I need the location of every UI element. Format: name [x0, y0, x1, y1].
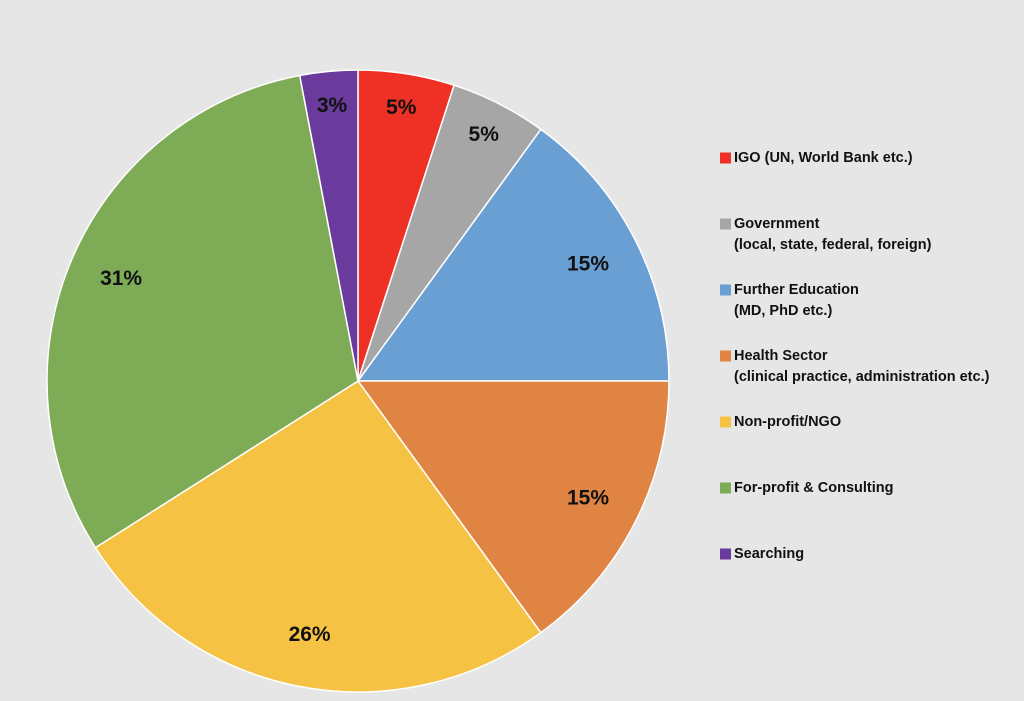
legend-item: Further Education (MD, PhD etc.)	[720, 282, 859, 319]
legend-swatch	[720, 152, 731, 164]
pie-data-label: 31%	[100, 267, 142, 290]
legend-swatch	[720, 416, 731, 428]
legend-item: Non-profit/NGO	[720, 414, 841, 430]
legend-swatch	[720, 284, 731, 296]
legend-label: Further Education	[734, 282, 859, 298]
legend-swatch	[720, 350, 731, 362]
legend-item: For-profit & Consulting	[720, 480, 893, 496]
pie-slice	[356, 380, 670, 634]
pie-slice	[46, 74, 359, 549]
pie-slice	[298, 69, 359, 382]
pie-slice	[94, 379, 542, 693]
legend-label: Searching	[734, 546, 804, 562]
legend-item: Searching	[720, 546, 804, 562]
legend-label: IGO (UN, World Bank etc.)	[734, 150, 913, 166]
pie-data-label: 15%	[567, 252, 609, 275]
legend-swatch	[720, 218, 731, 230]
pie-data-label: 5%	[386, 96, 417, 119]
legend-label: Government	[734, 216, 820, 232]
legend-item: Government (local, state, federal, foreig…	[720, 216, 932, 253]
pie-slice	[356, 128, 670, 382]
legend-item: IGO (UN, World Bank etc.)	[720, 150, 913, 166]
legend-label: Non-profit/NGO	[734, 414, 841, 430]
legend-label: For-profit & Consulting	[734, 480, 893, 496]
pie-data-label: 15%	[567, 487, 609, 510]
pie-data-label: 3%	[317, 94, 348, 117]
legend-item: Health Sector (clinical practice, adminis…	[720, 348, 990, 385]
legend: IGO (UN, World Bank etc.) Government (loca…	[720, 150, 990, 562]
legend-label: Health Sector	[734, 348, 828, 364]
pie-slices	[46, 69, 670, 693]
legend-label: (clinical practice, administration etc.)	[734, 369, 990, 385]
pie-data-label: 5%	[469, 123, 500, 146]
legend-swatch	[720, 548, 731, 560]
legend-label: (local, state, federal, foreign)	[734, 237, 932, 253]
pie-data-label: 26%	[289, 623, 331, 646]
pie-data-labels: 5% 5% 15% 15% 26% 31% 3%	[100, 94, 609, 646]
legend-label: (MD, PhD etc.)	[734, 303, 832, 319]
legend-swatch	[720, 482, 731, 494]
